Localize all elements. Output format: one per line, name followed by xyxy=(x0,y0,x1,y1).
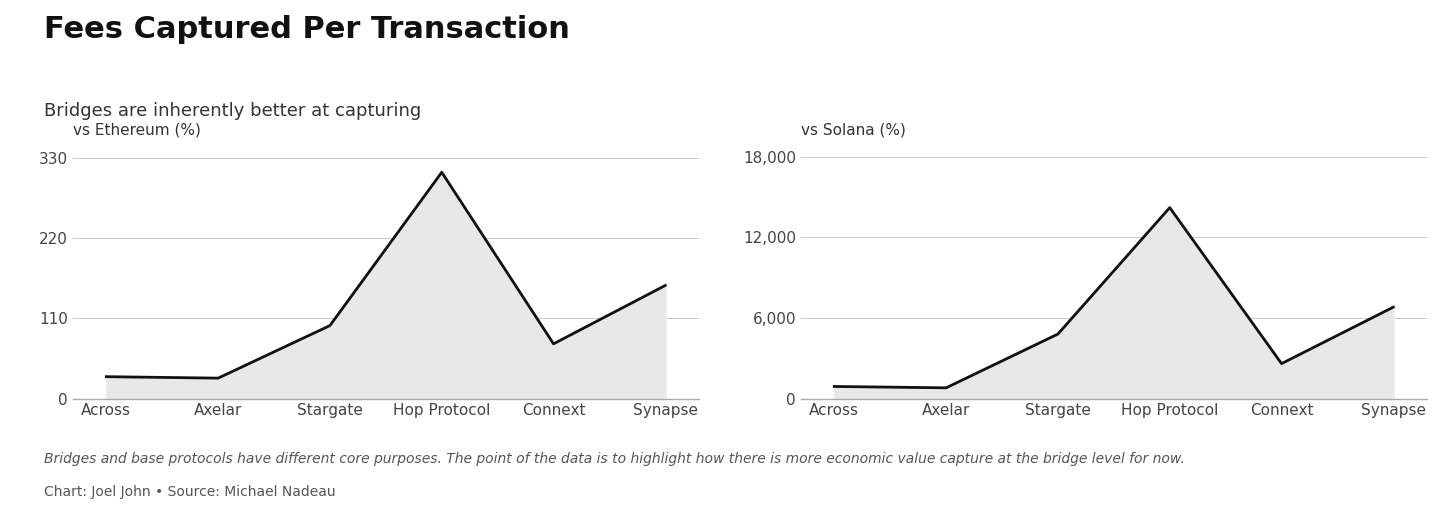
Text: Bridges are inherently better at capturing: Bridges are inherently better at capturi… xyxy=(44,102,421,120)
Text: vs Ethereum (%): vs Ethereum (%) xyxy=(73,123,201,138)
Text: Fees Captured Per Transaction: Fees Captured Per Transaction xyxy=(44,15,569,44)
Text: Chart: Joel John • Source: Michael Nadeau: Chart: Joel John • Source: Michael Nadea… xyxy=(44,485,335,499)
Text: vs Solana (%): vs Solana (%) xyxy=(801,123,906,138)
Text: Bridges and base protocols have different core purposes. The point of the data i: Bridges and base protocols have differen… xyxy=(44,452,1184,466)
